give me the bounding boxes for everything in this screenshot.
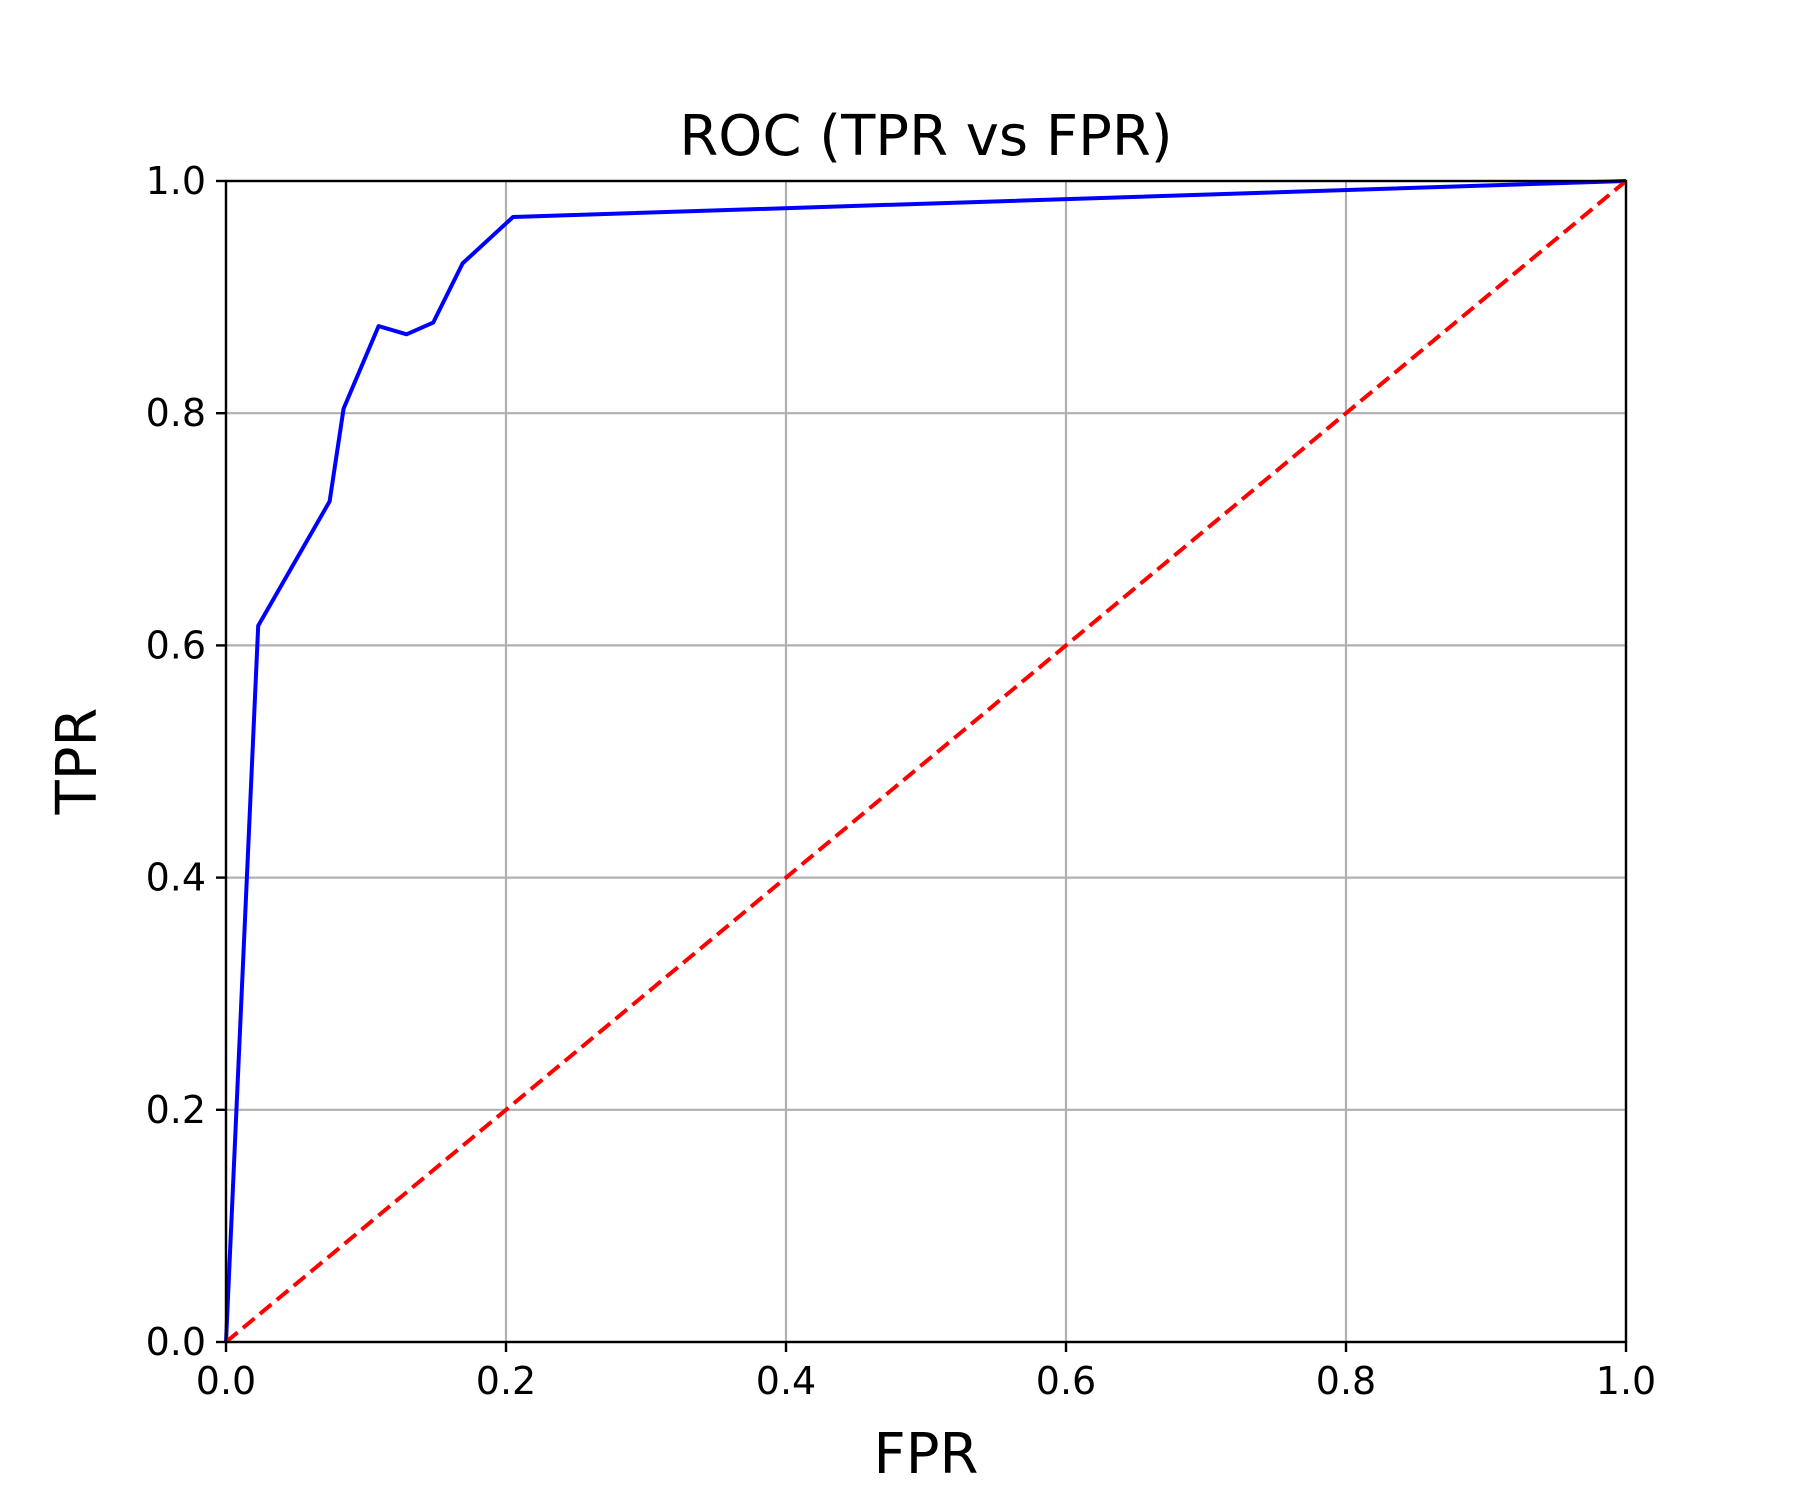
diagonal-reference-line — [224, 179, 1628, 1344]
x-tick-label: 0.4 — [756, 1359, 816, 1403]
x-tick-label: 0.8 — [1316, 1359, 1376, 1403]
x-axis-title: FPR — [874, 1422, 979, 1487]
axis-ticks: 0.0 0.2 0.4 0.6 0.8 1.0 0.0 0.2 0.4 0.6 0.8 1.0 — [146, 159, 1657, 1403]
x-tick-label: 0.6 — [1036, 1359, 1096, 1403]
y-tick-label: 0.2 — [146, 1088, 206, 1132]
y-tick-label: 0.4 — [146, 856, 206, 900]
y-tick-label: 0.0 — [146, 1320, 206, 1364]
y-tick-label: 1.0 — [146, 159, 206, 203]
y-tick-label: 0.8 — [146, 391, 206, 435]
x-tick-label: 1.0 — [1596, 1359, 1656, 1403]
y-tick-label: 0.6 — [146, 623, 206, 667]
plot-area — [224, 179, 1628, 1344]
roc-curve-line — [224, 179, 1627, 1343]
axes-frame — [224, 179, 1628, 1344]
chart-title: ROC (TPR vs FPR) — [679, 104, 1172, 169]
y-axis-title: TPR — [45, 708, 110, 816]
x-tick-label: 0.2 — [476, 1359, 536, 1403]
x-tick-label: 0.0 — [196, 1359, 256, 1403]
